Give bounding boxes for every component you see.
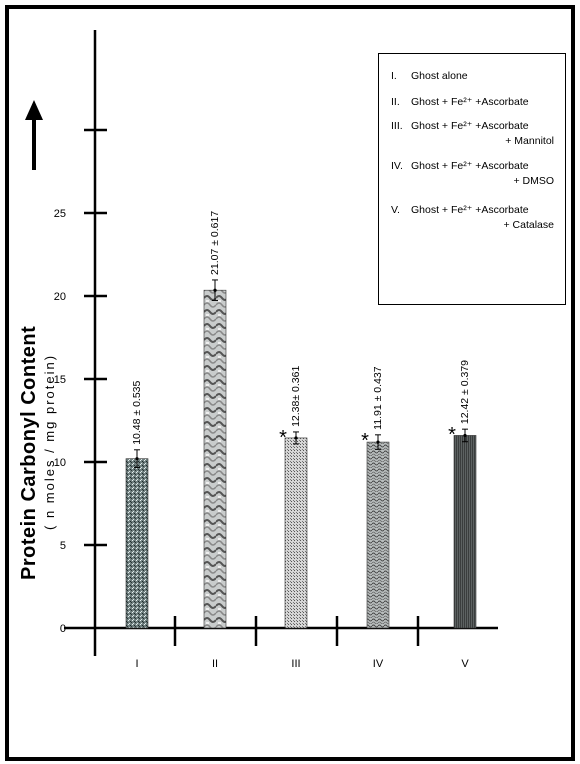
figure-frame — [5, 5, 575, 761]
y-tick-label: 0 — [60, 623, 66, 635]
error-dot — [294, 436, 298, 440]
y-tick-label: 20 — [54, 291, 66, 303]
error-dot — [463, 433, 467, 438]
legend-number: I. — [391, 70, 397, 82]
legend-item: III. Ghost + Fe²⁺ +Ascorbate + Mannitol — [379, 120, 564, 150]
y-tick-label: 10 — [54, 457, 66, 469]
legend-number: IV. — [391, 160, 403, 172]
legend-number: V. — [391, 204, 400, 216]
error-dot — [135, 457, 139, 461]
legend-label-line2: + Mannitol — [505, 135, 554, 147]
legend: I. Ghost alone II. Ghost + Fe²⁺ +Ascorbate I… — [378, 53, 566, 305]
category-label: V — [461, 658, 469, 670]
value-label: 12.38± 0.361 — [290, 366, 302, 427]
legend-label: Ghost + Fe²⁺ +Ascorbate — [411, 96, 529, 108]
error-dot — [213, 288, 217, 292]
y-tick-label: 25 — [54, 208, 66, 220]
category-label: III — [291, 658, 300, 670]
legend-label: Ghost alone — [411, 70, 468, 82]
error-dot — [376, 440, 380, 444]
significance-star: * — [361, 430, 369, 452]
data-labels: 10.48 ± 0.535 I 21.07 ± 0.617 II 12.38± 0.36… — [131, 211, 471, 670]
legend-number: III. — [391, 120, 403, 132]
value-label: 11.91 ± 0.437 — [372, 366, 384, 430]
value-label: 10.48 ± 0.535 — [131, 380, 143, 444]
legend-label-line2: + Catalase — [503, 219, 555, 231]
significance-star: * — [279, 427, 287, 449]
legend-item: I. Ghost alone — [379, 70, 564, 100]
bars — [125, 279, 477, 629]
legend-item: IV. Ghost + Fe²⁺ +Ascorbate + DMSO — [379, 160, 564, 190]
significance-star: * — [448, 424, 456, 446]
legend-label-line2: + DMSO — [513, 175, 554, 187]
legend-item: II. Ghost + Fe²⁺ +Ascorbate — [379, 96, 564, 126]
legend-item: V. Ghost + Fe²⁺ +Ascorbate + Catalase — [379, 204, 564, 234]
category-label: I — [135, 658, 138, 670]
y-tick-label: 15 — [54, 374, 66, 386]
category-label: II — [212, 658, 218, 670]
legend-label: Ghost + Fe²⁺ +Ascorbate — [411, 160, 529, 172]
category-label: IV — [373, 658, 384, 670]
value-label: 21.07 ± 0.617 — [209, 211, 221, 275]
legend-label: Ghost + Fe²⁺ +Ascorbate — [411, 120, 529, 132]
legend-label: Ghost + Fe²⁺ +Ascorbate — [411, 204, 529, 216]
y-tick-label: 5 — [60, 540, 66, 552]
value-label: 12.42 ± 0.379 — [459, 360, 471, 424]
legend-number: II. — [391, 96, 400, 108]
